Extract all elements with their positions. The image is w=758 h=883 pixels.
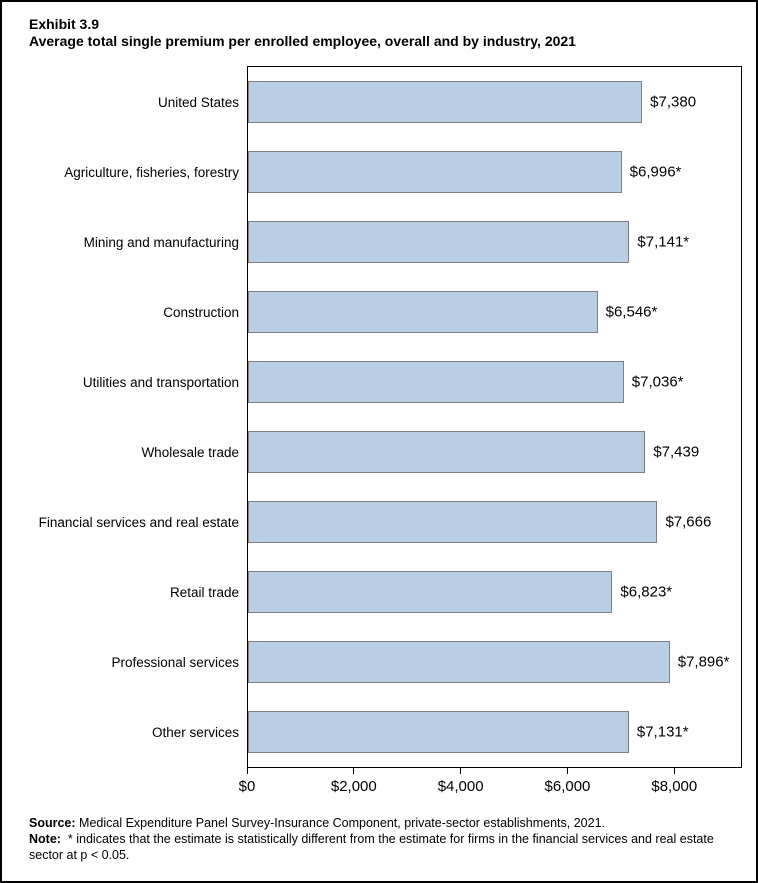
category-label: Financial services and real estate (38, 514, 239, 530)
bar-row: Financial services and real estate $7,666 (39, 487, 741, 557)
value-label: $7,439 (653, 443, 700, 461)
value-label: $7,036* (631, 373, 684, 391)
value-label: $7,380 (650, 93, 697, 111)
value-label: $6,823* (620, 583, 673, 601)
value-label: $6,546* (605, 303, 658, 321)
bar (248, 81, 643, 123)
x-axis-tick (246, 767, 248, 774)
bar (248, 361, 624, 403)
bar (248, 431, 646, 473)
bar-row: Utilities and transportation $7,036* (83, 347, 741, 417)
x-axis-tick-label: $4,000 (437, 778, 484, 795)
x-axis-tick (460, 767, 462, 774)
source-text: Medical Expenditure Panel Survey-Insuran… (79, 816, 606, 830)
category-label: Wholesale trade (141, 444, 239, 460)
bar-row: Wholesale trade $7,439 (141, 417, 741, 487)
bar-row: Retail trade $6,823* (170, 557, 741, 627)
category-label: Agriculture, fisheries, forestry (64, 164, 239, 180)
x-axis-tick (353, 767, 355, 774)
x-axis-tick-label: $0 (238, 778, 256, 795)
note-label: Note: (29, 832, 61, 846)
x-axis: $0 $2,000 $4,000 $6,000 $8,000 (239, 767, 740, 801)
chart-title-text: Average total single premium per enrolle… (29, 33, 576, 49)
value-label: $7,131* (636, 723, 689, 741)
bar (248, 291, 598, 333)
chart-title: Exhibit 3.9 Average total single premium… (29, 16, 576, 50)
category-label: Professional services (111, 654, 239, 670)
value-label: $6,996* (629, 163, 682, 181)
bar-row: Construction $6,546* (163, 277, 741, 347)
value-label: $7,896* (677, 653, 730, 671)
source-label: Source: (29, 816, 76, 830)
category-label: United States (157, 94, 239, 110)
category-label: Retail trade (169, 584, 239, 600)
category-label: Utilities and transportation (82, 374, 239, 390)
bar (248, 151, 622, 193)
bar-row: United States $7,380 (158, 67, 741, 137)
exhibit-number: Exhibit 3.9 (29, 16, 100, 32)
source-line: Source: Medical Expenditure Panel Survey… (29, 815, 739, 831)
bar-row: Mining and manufacturing $7,141* (84, 207, 741, 277)
x-axis-tick (673, 767, 675, 774)
plot-area: United States $7,380 Agriculture, fisherie… (39, 66, 742, 768)
bar-row: Professional services $7,896* (111, 627, 741, 697)
category-label: Construction (163, 304, 239, 320)
bar (248, 221, 630, 263)
bar (248, 711, 629, 753)
footnote-block: Source: Medical Expenditure Panel Survey… (29, 815, 739, 863)
bar (248, 641, 670, 683)
bar (248, 571, 613, 613)
category-label: Mining and manufacturing (83, 234, 239, 250)
bar-row: Other services $7,131* (152, 697, 741, 767)
value-label: $7,666 (665, 513, 712, 531)
bar-row: Agriculture, fisheries, forestry $6,996* (64, 137, 741, 207)
category-label: Other services (151, 724, 239, 740)
note-line: Note: * indicates that the estimate is s… (29, 831, 739, 863)
x-axis-tick-label: $2,000 (330, 778, 377, 795)
bar (248, 501, 658, 543)
x-axis-tick-label: $8,000 (651, 778, 698, 795)
note-text: * indicates that the estimate is statist… (29, 832, 714, 862)
x-axis-tick (566, 767, 568, 774)
value-label: $7,141* (637, 233, 690, 251)
x-axis-tick-label: $6,000 (544, 778, 591, 795)
